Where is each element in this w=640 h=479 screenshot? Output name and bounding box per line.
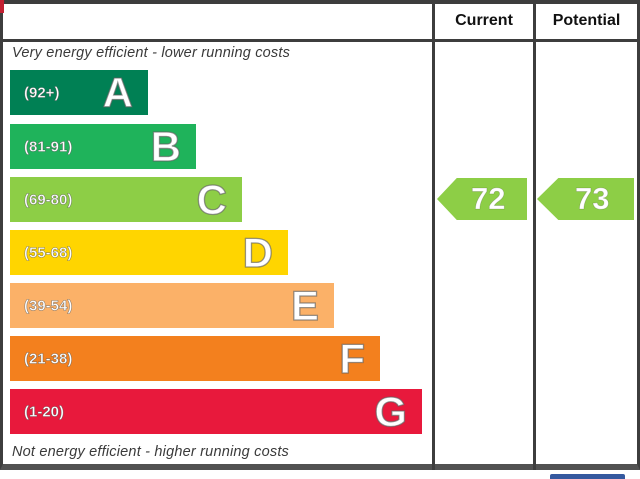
band-letter: B [150,122,182,170]
red-corner-artifact [0,0,4,13]
band-range-label: (21-38) [24,350,73,368]
band-letter: G [374,387,408,435]
band-row-b: (81-91) B [10,124,196,169]
potential-rating-arrow: 73 [537,178,634,220]
band-row-c: (69-80) C [10,177,242,222]
band-letter: D [242,228,274,276]
band-range-label: (69-80) [24,191,73,209]
band-letter: F [339,334,366,382]
header-divider [0,39,640,42]
current-rating-arrow: 72 [437,178,527,220]
band-row-e: (39-54) E [10,283,334,328]
column-divider-current [432,0,435,470]
top-caption: Very energy efficient - lower running co… [12,45,291,61]
bottom-caption: Not energy efficient - higher running co… [12,444,289,460]
band-row-g: (1-20) G [10,389,422,434]
band-row-f: (21-38) F [10,336,380,381]
band-row-d: (55-68) D [10,230,288,275]
band-letter: E [290,281,319,329]
band-range-label: (1-20) [24,403,65,421]
band-letter: C [196,175,228,223]
band-range-label: (92+) [24,84,60,102]
band-letter: A [102,68,134,116]
current-rating-value: 72 [471,181,506,217]
potential-rating-value: 73 [575,181,610,217]
potential-column-header: Potential [552,12,621,29]
partial-next-section-bar [550,474,625,479]
band-range-label: (39-54) [24,297,73,315]
column-divider-potential [533,0,536,470]
band-range-label: (55-68) [24,244,73,262]
band-row-a: (92+) A [10,70,148,115]
band-range-label: (81-91) [24,138,73,156]
current-column-header: Current [455,12,513,29]
